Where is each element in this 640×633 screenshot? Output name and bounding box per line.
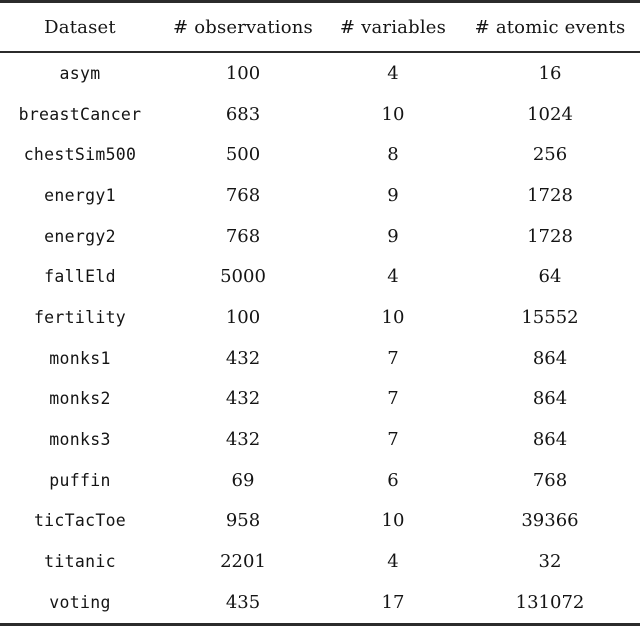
- table-row-monks1: monks1 432 7 864: [0, 338, 640, 379]
- cell-observations: 69: [231, 469, 255, 491]
- table-row-breastcancer: breastCancer 683 10 1024: [0, 94, 640, 135]
- cell-observations: 100: [225, 62, 261, 84]
- table-row-chestsim500: chestSim500 500 8 256: [0, 134, 640, 175]
- table-row-falleld: fallEld 5000 4 64: [0, 256, 640, 297]
- cell-atomic-events: 1024: [527, 103, 573, 125]
- cell-variables: 4: [387, 62, 399, 84]
- cell-atomic-events: 1728: [527, 184, 573, 206]
- cell-variables: 10: [381, 306, 405, 328]
- column-header-observations: # observations: [160, 1, 326, 53]
- table-row-energy1: energy1 768 9 1728: [0, 175, 640, 216]
- cell-dataset-name: chestSim500: [23, 145, 137, 165]
- cell-dataset-name: energy1: [44, 185, 116, 205]
- cell-observations: 435: [160, 581, 326, 626]
- table-row-tictactoe: ticTacToe 958 10 39366: [0, 501, 640, 542]
- cell-atomic-events: 64: [538, 266, 562, 288]
- cell-observations: 2201: [220, 551, 266, 573]
- cell-dataset-name: fallEld: [44, 267, 116, 287]
- cell-variables: 6: [387, 469, 399, 491]
- cell-atomic-events: 864: [532, 429, 568, 451]
- cell-atomic-events: 768: [532, 469, 568, 491]
- cell-observations: 768: [225, 184, 261, 206]
- cell-dataset-name: monks3: [49, 430, 111, 450]
- cell-atomic-events: 864: [532, 388, 568, 410]
- cell-observations: 100: [225, 306, 261, 328]
- cell-variables: 7: [387, 347, 399, 369]
- table-row-monks3: monks3 432 7 864: [0, 419, 640, 460]
- column-header-variables: # variables: [326, 1, 460, 53]
- cell-observations: 432: [225, 429, 261, 451]
- cell-dataset-name: puffin: [49, 470, 111, 490]
- cell-atomic-events: 15552: [521, 306, 579, 328]
- cell-dataset-name: monks2: [49, 389, 111, 409]
- header-row: Dataset # observations # variables # ato…: [0, 1, 640, 53]
- table-row-monks2: monks2 432 7 864: [0, 379, 640, 420]
- cell-variables: 4: [387, 266, 399, 288]
- cell-observations: 432: [225, 347, 261, 369]
- cell-observations: 500: [225, 144, 261, 166]
- cell-variables: 9: [387, 184, 399, 206]
- cell-atomic-events: 32: [538, 551, 562, 573]
- table-row-titanic: titanic 2201 4 32: [0, 541, 640, 582]
- cell-atomic-events: 131072: [460, 581, 640, 626]
- table-row-puffin: puffin 69 6 768: [0, 460, 640, 501]
- cell-dataset-name: asym: [59, 63, 101, 83]
- cell-variables: 7: [387, 429, 399, 451]
- cell-observations: 432: [225, 388, 261, 410]
- cell-observations: 958: [225, 510, 261, 532]
- cell-variables: 10: [381, 510, 405, 532]
- cell-variables: 9: [387, 225, 399, 247]
- cell-dataset-name: fertility: [33, 307, 127, 327]
- cell-variables: 17: [326, 581, 460, 626]
- cell-variables: 7: [387, 388, 399, 410]
- table-row-energy2: energy2 768 9 1728: [0, 216, 640, 257]
- cell-variables: 4: [387, 551, 399, 573]
- cell-atomic-events: 39366: [521, 510, 579, 532]
- table-row-voting: voting 435 17 131072: [0, 581, 640, 626]
- cell-observations: 683: [225, 103, 261, 125]
- cell-dataset-name: titanic: [44, 552, 116, 572]
- cell-dataset-name: energy2: [44, 226, 116, 246]
- cell-observations: 5000: [220, 266, 266, 288]
- cell-atomic-events: 1728: [527, 225, 573, 247]
- cell-atomic-events: 16: [538, 62, 562, 84]
- cell-atomic-events: 864: [532, 347, 568, 369]
- table-body: asym 100 4 16 breastCancer 683 10 1024 c…: [0, 52, 640, 626]
- cell-dataset-name: breastCancer: [18, 104, 142, 124]
- cell-dataset-name: voting: [0, 581, 160, 626]
- cell-observations: 768: [225, 225, 261, 247]
- column-header-dataset: Dataset: [0, 1, 160, 53]
- cell-variables: 10: [381, 103, 405, 125]
- cell-atomic-events: 256: [532, 144, 568, 166]
- cell-dataset-name: monks1: [49, 348, 111, 368]
- column-header-atomic-events: # atomic events: [460, 1, 640, 53]
- cell-dataset-name: ticTacToe: [33, 511, 127, 531]
- table-row-asym: asym 100 4 16: [0, 52, 640, 94]
- cell-variables: 8: [387, 144, 399, 166]
- table-row-fertility: fertility 100 10 15552: [0, 297, 640, 338]
